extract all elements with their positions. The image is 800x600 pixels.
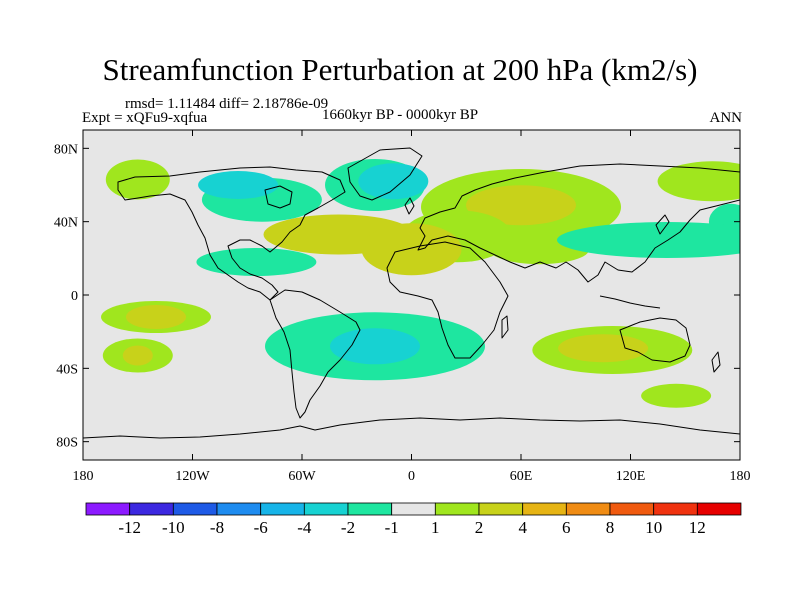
coastline-indonesia — [599, 295, 661, 309]
anomaly-layer — [101, 159, 740, 408]
colorbar-swatch — [172, 502, 218, 516]
coastline-uk — [404, 197, 415, 215]
y-tick-label: 40S — [56, 362, 78, 377]
axes: 180 120W 60W 0 60E 120E 180 80N 40N 0 40S 80S — [54, 130, 751, 484]
y-tick-label: 80N — [54, 142, 78, 157]
y-tick-label: 80S — [56, 436, 78, 451]
colorbar-swatch — [565, 502, 611, 516]
coastline-australia — [619, 317, 691, 363]
anomaly-region — [126, 305, 186, 329]
anomaly-region — [558, 334, 649, 363]
colorbar-swatch — [609, 502, 655, 516]
anomaly-region — [330, 328, 420, 365]
coastline-madagascar — [501, 315, 509, 339]
colorbar: -12 -10 -8 -6 -4 -2 -1 1 2 4 6 8 10 12 — [85, 502, 742, 537]
anomaly-region — [657, 161, 740, 202]
coastline-south-america — [269, 289, 361, 419]
x-tick-label: 180 — [73, 469, 94, 484]
anomaly-region — [105, 159, 170, 200]
anomaly-region — [122, 345, 153, 366]
colorbar-label: -1 — [385, 518, 399, 537]
x-tick-label: 120W — [175, 469, 210, 484]
colorbar-swatch — [129, 502, 174, 516]
colorbar-label: 2 — [475, 518, 484, 537]
colorbar-label: -12 — [118, 518, 141, 537]
x-tick-label: 60E — [510, 469, 533, 484]
coastline-eurasia — [417, 163, 740, 283]
colorbar-label: -4 — [297, 518, 312, 537]
anomaly-region — [196, 248, 317, 276]
anomaly-region — [557, 222, 740, 258]
coastline-north-america — [117, 166, 346, 301]
colorbar-swatch — [653, 502, 698, 516]
x-tick-label: 120E — [616, 469, 646, 484]
coastline-africa — [386, 241, 509, 359]
anomaly-region — [198, 171, 279, 199]
coastline-new-zealand — [711, 351, 721, 373]
anomaly-region — [641, 383, 712, 408]
coastline-hudson-bay — [264, 185, 293, 209]
colorbar-swatch — [391, 502, 436, 516]
colorbar-label: 8 — [606, 518, 615, 537]
stats-label: rmsd= 1.11484 diff= 2.18786e-09 — [125, 96, 329, 112]
coastline-japan — [655, 214, 670, 235]
colorbar-swatch — [260, 502, 305, 516]
coastline-antarctica — [83, 417, 740, 439]
colorbar-swatch — [303, 502, 349, 516]
colorbar-swatch — [522, 502, 567, 516]
y-tick-label: 0 — [71, 289, 78, 304]
anomaly-region — [361, 223, 462, 276]
colorbar-label: -6 — [254, 518, 268, 537]
colorbar-swatch — [216, 502, 262, 516]
colorbar-label: 4 — [518, 518, 527, 537]
colorbar-label: -8 — [210, 518, 224, 537]
x-tick-label: 0 — [408, 469, 415, 484]
anomaly-region — [466, 185, 576, 226]
colorbar-swatch — [347, 502, 393, 516]
x-tick-label: 60W — [288, 469, 316, 484]
period-label: 1660kyr BP - 0000kyr BP — [322, 107, 479, 123]
colorbar-label: 10 — [645, 518, 662, 537]
coastline-greenland — [347, 147, 423, 201]
colorbar-label: 12 — [689, 518, 706, 537]
season-label: ANN — [709, 110, 743, 126]
y-tick-label: 40N — [54, 216, 78, 231]
chart-title: Streamfunction Perturbation at 200 hPa (… — [102, 52, 698, 87]
colorbar-swatch — [478, 502, 524, 516]
colorbar-label: 6 — [562, 518, 571, 537]
colorbar-swatch — [434, 502, 480, 516]
colorbar-label: 1 — [431, 518, 440, 537]
colorbar-swatch — [696, 502, 742, 516]
coastlines — [83, 147, 740, 439]
anomaly-region — [358, 163, 429, 200]
experiment-label: Expt = xQFu9-xqfua — [82, 110, 208, 126]
x-tick-label: 180 — [730, 469, 751, 484]
colorbar-label: -10 — [162, 518, 185, 537]
colorbar-swatch — [85, 502, 131, 516]
colorbar-label: -2 — [341, 518, 355, 537]
